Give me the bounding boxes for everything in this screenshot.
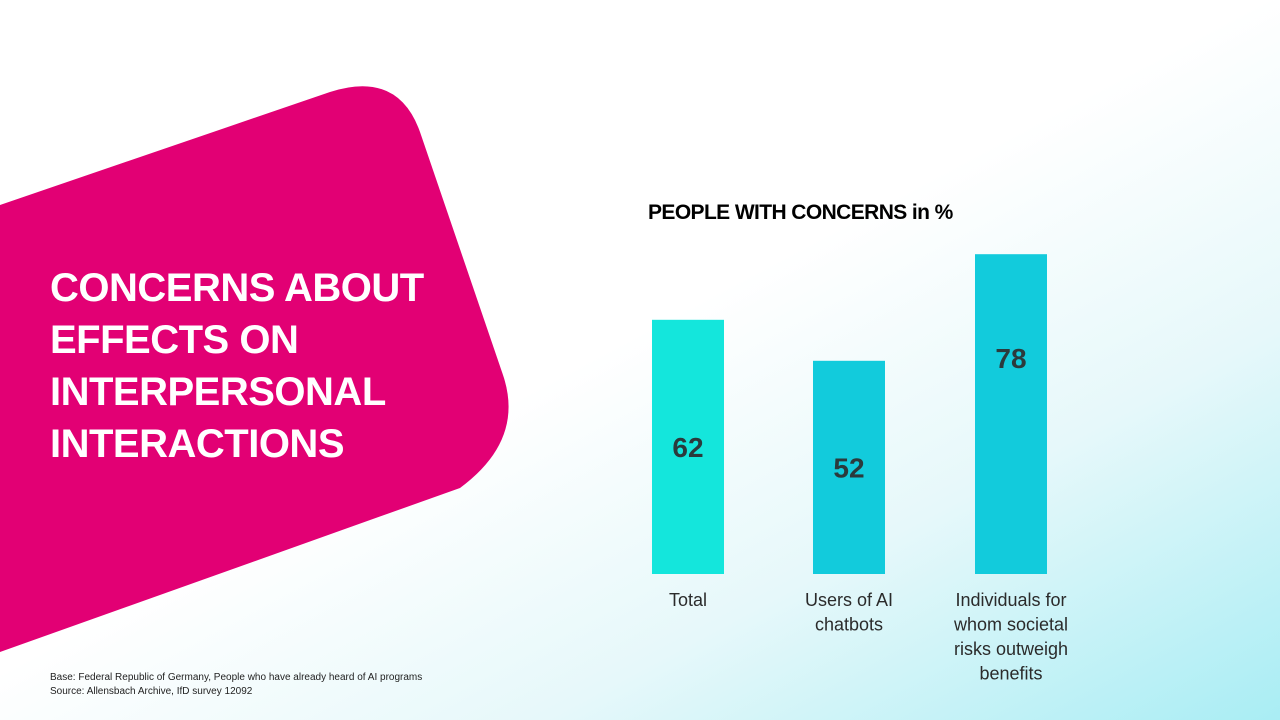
chart-title: PEOPLE WITH CONCERNS in % (648, 201, 953, 224)
bar-value-label-1: 62 (672, 432, 703, 463)
category-label-3: Individuals for whom societal risks outwei… (953, 590, 1068, 684)
footnote: Base: Federal Republic of Germany, Peopl… (50, 671, 422, 699)
headline-line-3: INTERPERSONAL (50, 370, 386, 414)
category-label-3-line-3: risks outweigh (954, 639, 1068, 659)
category-label-2: Users of AI chatbots (805, 590, 893, 635)
headline-line-4: INTERACTIONS (50, 422, 345, 466)
category-label-2-line-1: Users of AI (805, 590, 893, 610)
category-label-1: Total (669, 590, 707, 610)
footnote-base: Base: Federal Republic of Germany, Peopl… (50, 672, 423, 683)
category-label-3-line-4: benefits (979, 664, 1042, 684)
footnote-source: Source: Allensbach Archive, IfD survey 1… (50, 686, 253, 697)
category-label-2-line-2: chatbots (815, 615, 883, 635)
headline-line-1: CONCERNS ABOUT (50, 266, 424, 310)
magenta-banner (0, 86, 509, 652)
bar-2 (813, 360, 885, 574)
bar-3 (975, 254, 1047, 574)
bar-1 (652, 319, 724, 574)
slide-headline: CONCERNS ABOUT EFFECTS ON INTERPERSONAL … (50, 262, 470, 470)
category-label-1-line-1: Total (669, 590, 707, 610)
headline-line-2: EFFECTS ON (50, 318, 299, 362)
bar-value-label-3: 78 (995, 343, 1026, 374)
category-label-3-line-2: whom societal (953, 615, 1068, 635)
bar-value-label-2: 52 (833, 452, 864, 483)
category-label-3-line-1: Individuals for (955, 590, 1066, 610)
